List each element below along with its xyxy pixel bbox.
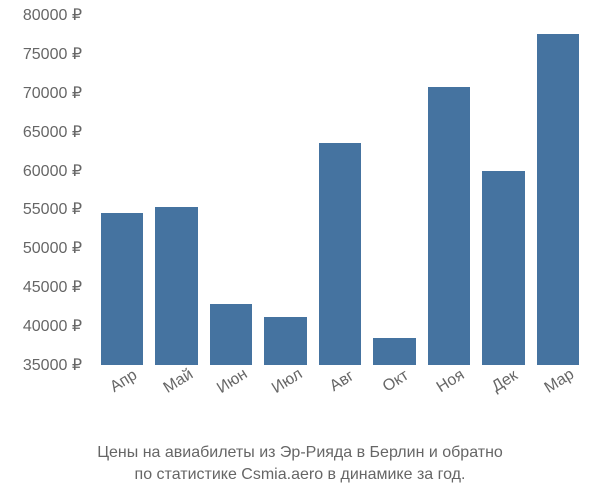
caption-line-2: по статистике Csmia.aero в динамике за г… xyxy=(0,464,600,486)
price-chart: 35000 ₽ 40000 ₽ 45000 ₽ 50000 ₽ 55000 ₽ 60000… xyxy=(0,0,600,500)
plot-area xyxy=(95,15,585,365)
y-tick-label: 50000 ₽ xyxy=(23,238,82,258)
x-tick-label: Май xyxy=(160,366,196,398)
bar xyxy=(537,34,579,365)
bar xyxy=(101,213,143,365)
x-tick-label: Окт xyxy=(380,367,412,397)
x-tick-label: Июн xyxy=(214,365,251,397)
y-tick-label: 65000 ₽ xyxy=(23,122,82,142)
x-tick-label: Июл xyxy=(269,365,306,397)
bar xyxy=(210,304,252,365)
x-tick-label: Дек xyxy=(489,367,521,396)
x-axis: АпрМайИюнИюлАвгОктНояДекМар xyxy=(95,370,585,430)
y-tick-label: 35000 ₽ xyxy=(23,355,82,375)
bar xyxy=(155,207,197,365)
y-tick-label: 70000 ₽ xyxy=(23,83,82,103)
y-tick-label: 75000 ₽ xyxy=(23,44,82,64)
caption-line-1: Цены на авиабилеты из Эр-Рияда в Берлин … xyxy=(0,442,600,464)
x-tick-label: Мар xyxy=(541,366,577,398)
y-tick-label: 45000 ₽ xyxy=(23,277,82,297)
bar xyxy=(264,317,306,365)
x-tick-label: Апр xyxy=(107,367,140,397)
x-tick-label: Авг xyxy=(327,367,358,396)
y-axis: 35000 ₽40000 ₽45000 ₽50000 ₽55000 ₽60000… xyxy=(0,15,90,365)
y-tick-label: 40000 ₽ xyxy=(23,316,82,336)
y-tick-label: 80000 ₽ xyxy=(23,5,82,25)
bar xyxy=(482,171,524,365)
x-tick-label: Ноя xyxy=(434,366,468,397)
y-tick-label: 55000 ₽ xyxy=(23,199,82,219)
bar xyxy=(373,338,415,365)
bar xyxy=(428,87,470,365)
y-tick-label: 60000 ₽ xyxy=(23,161,82,181)
bar xyxy=(319,143,361,365)
